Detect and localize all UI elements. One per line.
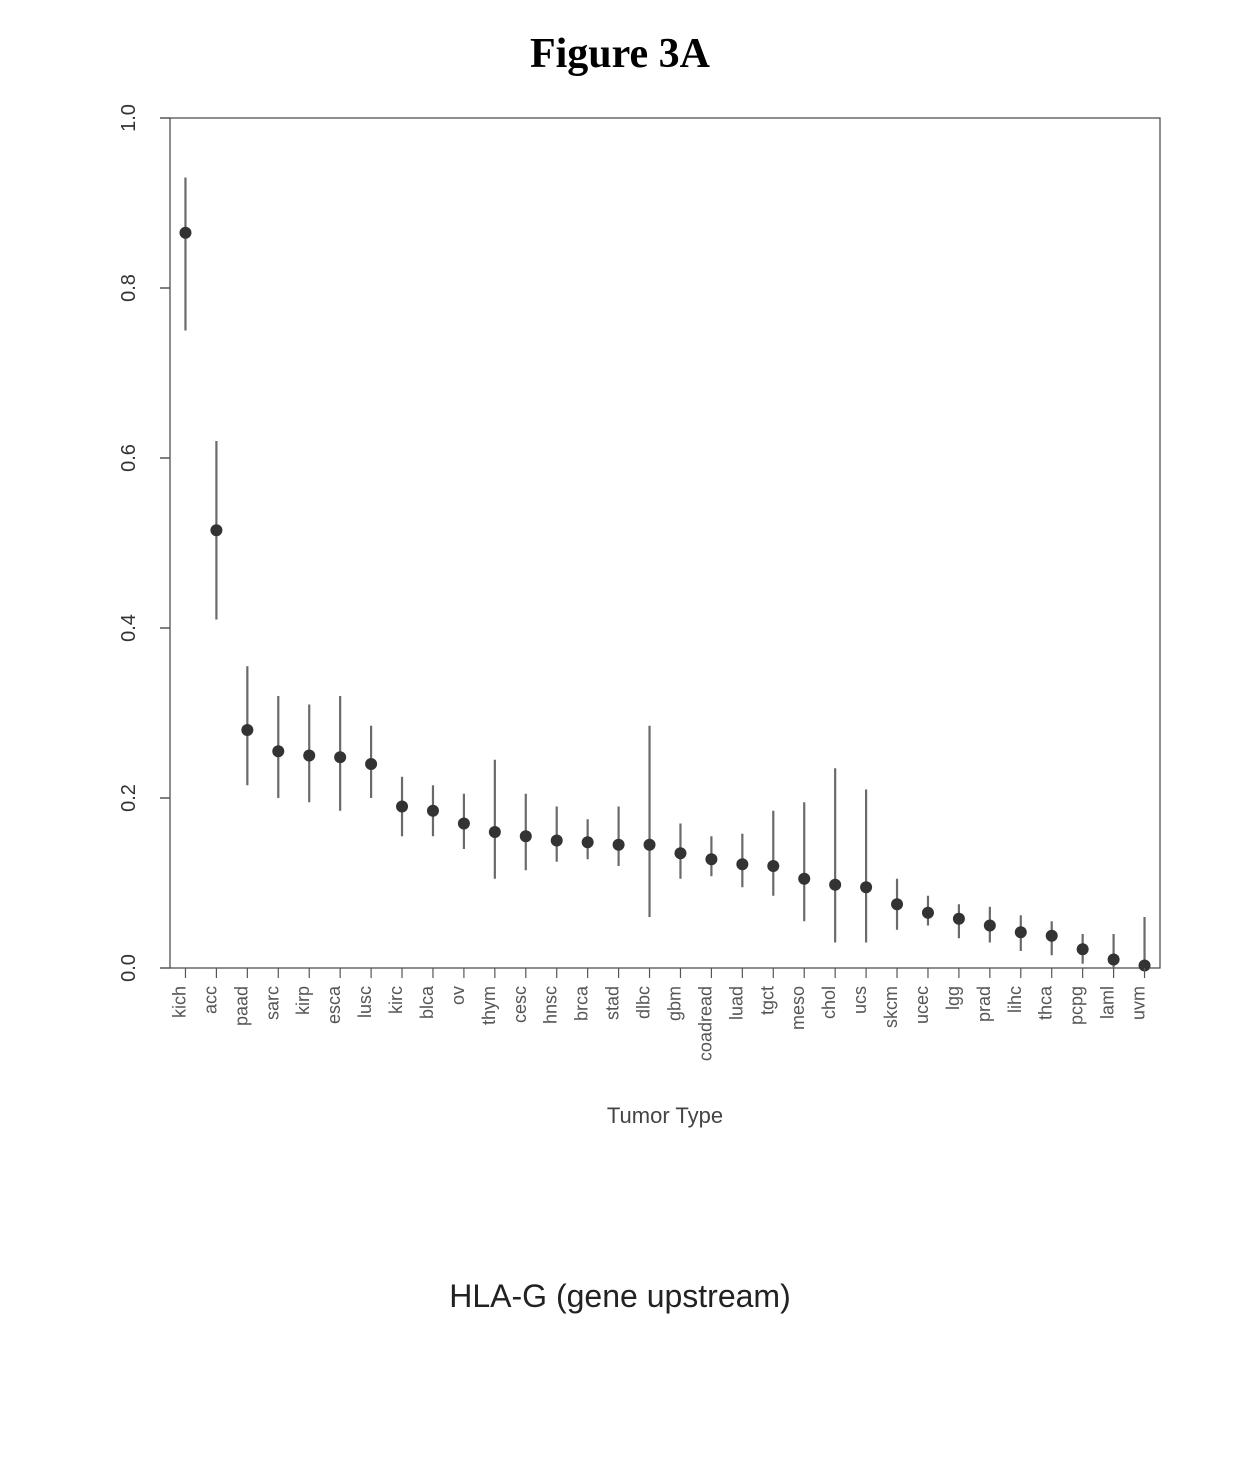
svg-text:Tumor Type: Tumor Type <box>607 1103 723 1128</box>
svg-text:laml: laml <box>1098 986 1118 1019</box>
svg-text:dlbc: dlbc <box>634 986 654 1019</box>
svg-text:cesc: cesc <box>510 986 530 1023</box>
svg-text:skcm: skcm <box>881 986 901 1028</box>
svg-text:gbm: gbm <box>664 986 684 1021</box>
figure-title: Figure 3A <box>0 0 1240 98</box>
svg-text:stad: stad <box>603 986 623 1020</box>
svg-text:esca: esca <box>324 985 344 1024</box>
svg-text:thca: thca <box>1036 985 1056 1020</box>
svg-text:pcpg: pcpg <box>1067 986 1087 1025</box>
svg-text:kirp: kirp <box>293 986 313 1015</box>
svg-text:lihc: lihc <box>1005 986 1025 1013</box>
svg-text:0.6: 0.6 <box>118 444 140 472</box>
svg-text:hnsc: hnsc <box>541 986 561 1024</box>
svg-text:lgg: lgg <box>943 986 963 1010</box>
svg-text:blca: blca <box>417 985 437 1019</box>
svg-text:0.0: 0.0 <box>118 954 140 982</box>
chart-svg: 0.0 0.2 0.4 0.6 0.8 1.0 kichaccpaad sarc kirpesc… <box>60 98 1180 1148</box>
svg-text:kirc: kirc <box>386 986 406 1014</box>
svg-text:0.8: 0.8 <box>118 274 140 302</box>
svg-text:coadread: coadread <box>695 986 715 1061</box>
svg-text:uvm: uvm <box>1129 986 1149 1020</box>
svg-text:paad: paad <box>231 986 251 1026</box>
svg-text:sarc: sarc <box>262 986 282 1020</box>
svg-text:thym: thym <box>479 986 499 1025</box>
svg-text:chol: chol <box>819 986 839 1019</box>
svg-text:tgct: tgct <box>757 986 777 1015</box>
chart-subtitle: HLA-G (gene upstream) <box>0 1278 1240 1315</box>
svg-text:luad: luad <box>726 986 746 1020</box>
svg-text:acc: acc <box>200 986 220 1014</box>
svg-text:0.2: 0.2 <box>118 784 140 812</box>
svg-text:meso: meso <box>788 986 808 1030</box>
errorbar-chart: 0.0 0.2 0.4 0.6 0.8 1.0 kichaccpaad sarc kirpesc… <box>60 98 1180 1148</box>
svg-text:lusc: lusc <box>355 986 375 1018</box>
svg-text:kich: kich <box>169 986 189 1018</box>
svg-text:ucs: ucs <box>850 986 870 1014</box>
svg-text:ov: ov <box>448 986 468 1005</box>
svg-text:brca: brca <box>572 985 592 1021</box>
svg-text:prad: prad <box>974 986 994 1022</box>
svg-text:1.0: 1.0 <box>118 104 140 132</box>
svg-text:ucec: ucec <box>912 986 932 1024</box>
svg-text:0.4: 0.4 <box>118 614 140 642</box>
